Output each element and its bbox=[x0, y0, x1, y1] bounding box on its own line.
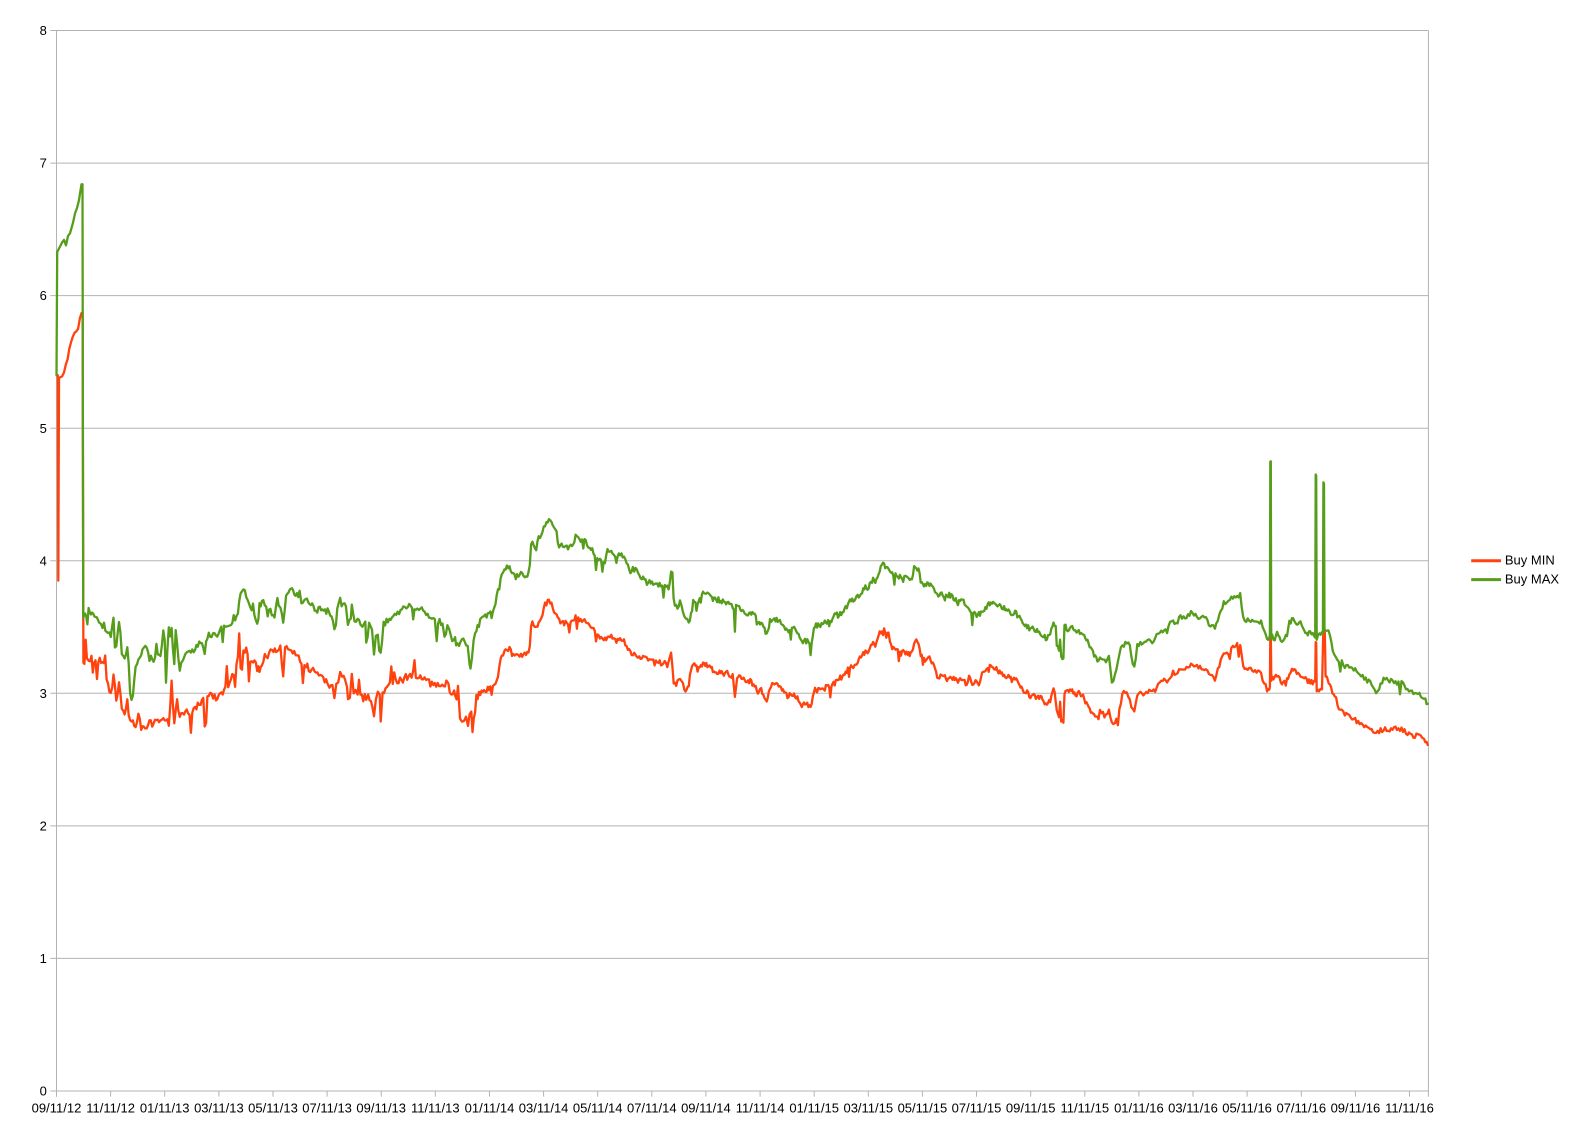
svg-text:03/11/16: 03/11/16 bbox=[1168, 1100, 1218, 1115]
svg-text:05/11/15: 05/11/15 bbox=[898, 1100, 948, 1115]
svg-text:8: 8 bbox=[40, 23, 47, 38]
svg-text:11/11/16: 11/11/16 bbox=[1385, 1100, 1434, 1115]
svg-text:05/11/16: 05/11/16 bbox=[1222, 1100, 1272, 1115]
svg-text:07/11/14: 07/11/14 bbox=[627, 1100, 677, 1115]
svg-text:1: 1 bbox=[40, 951, 47, 966]
svg-text:7: 7 bbox=[40, 156, 47, 171]
svg-text:01/11/16: 01/11/16 bbox=[1114, 1100, 1164, 1115]
svg-text:09/11/16: 09/11/16 bbox=[1331, 1100, 1381, 1115]
svg-text:09/11/15: 09/11/15 bbox=[1006, 1100, 1056, 1115]
svg-text:09/11/13: 09/11/13 bbox=[356, 1100, 406, 1115]
svg-text:11/11/13: 11/11/13 bbox=[411, 1100, 460, 1115]
svg-text:01/11/14: 01/11/14 bbox=[465, 1100, 515, 1115]
svg-text:05/11/13: 05/11/13 bbox=[248, 1100, 298, 1115]
svg-text:Buy MIN: Buy MIN bbox=[1505, 553, 1555, 568]
svg-text:01/11/13: 01/11/13 bbox=[140, 1100, 190, 1115]
svg-text:11/11/14: 11/11/14 bbox=[736, 1100, 785, 1115]
svg-text:6: 6 bbox=[40, 288, 47, 303]
svg-text:07/11/13: 07/11/13 bbox=[302, 1100, 352, 1115]
svg-text:09/11/14: 09/11/14 bbox=[681, 1100, 731, 1115]
svg-text:03/11/15: 03/11/15 bbox=[843, 1100, 893, 1115]
svg-text:0: 0 bbox=[40, 1084, 47, 1099]
svg-text:3: 3 bbox=[40, 686, 47, 701]
svg-text:07/11/15: 07/11/15 bbox=[952, 1100, 1002, 1115]
svg-text:2: 2 bbox=[40, 819, 47, 834]
svg-text:Buy MAX: Buy MAX bbox=[1505, 572, 1560, 587]
svg-text:11/11/15: 11/11/15 bbox=[1060, 1100, 1109, 1115]
svg-text:4: 4 bbox=[40, 553, 47, 568]
svg-text:03/11/14: 03/11/14 bbox=[519, 1100, 569, 1115]
svg-text:01/11/15: 01/11/15 bbox=[789, 1100, 839, 1115]
svg-text:05/11/14: 05/11/14 bbox=[573, 1100, 623, 1115]
svg-text:03/11/13: 03/11/13 bbox=[194, 1100, 244, 1115]
svg-text:07/11/16: 07/11/16 bbox=[1276, 1100, 1326, 1115]
svg-text:09/11/12: 09/11/12 bbox=[32, 1100, 82, 1115]
svg-text:11/11/12: 11/11/12 bbox=[86, 1100, 135, 1115]
svg-text:5: 5 bbox=[40, 421, 47, 436]
